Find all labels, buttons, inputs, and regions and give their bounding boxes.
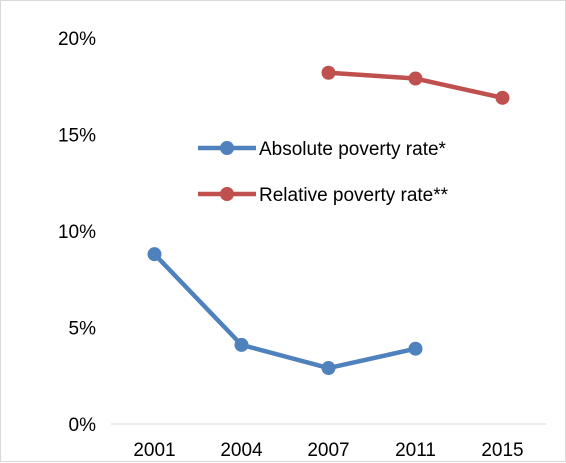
series-layer: [147, 65, 510, 376]
y-tick-label: 0%: [69, 415, 97, 436]
data-point: [234, 337, 249, 352]
y-axis-tick-labels: 0% 5% 10% 15% 20%: [58, 29, 96, 436]
data-point: [408, 341, 423, 356]
data-point: [495, 90, 510, 105]
legend-label: Relative poverty rate**: [259, 185, 449, 206]
data-point: [321, 65, 336, 80]
series-relative-poverty-rate: [321, 65, 510, 105]
legend-marker-swatch: [220, 141, 234, 155]
legend-item: Absolute poverty rate*: [198, 139, 447, 160]
series-line: [152, 251, 418, 371]
data-point: [408, 71, 423, 86]
series-absolute-poverty-rate: [147, 247, 423, 376]
legend-item: Relative poverty rate**: [198, 185, 449, 206]
legend-marker-swatch: [220, 187, 234, 201]
x-tick-label: 2011: [395, 440, 436, 461]
x-tick-label: 2015: [481, 440, 523, 461]
x-tick-label: 2007: [307, 440, 349, 461]
y-tick-label: 20%: [58, 29, 96, 50]
data-point: [147, 247, 162, 262]
y-tick-label: 5%: [69, 319, 97, 340]
data-point: [321, 361, 336, 376]
legend: Absolute poverty rate* Relative poverty r…: [198, 139, 449, 206]
legend-label: Absolute poverty rate*: [259, 139, 447, 160]
y-tick-label: 15%: [58, 126, 96, 147]
x-tick-label: 2001: [133, 440, 175, 461]
x-tick-label: 2004: [220, 440, 263, 461]
x-axis-tick-labels: 2001 2004 2007 2011 2015: [133, 440, 523, 461]
y-tick-label: 10%: [58, 222, 96, 243]
